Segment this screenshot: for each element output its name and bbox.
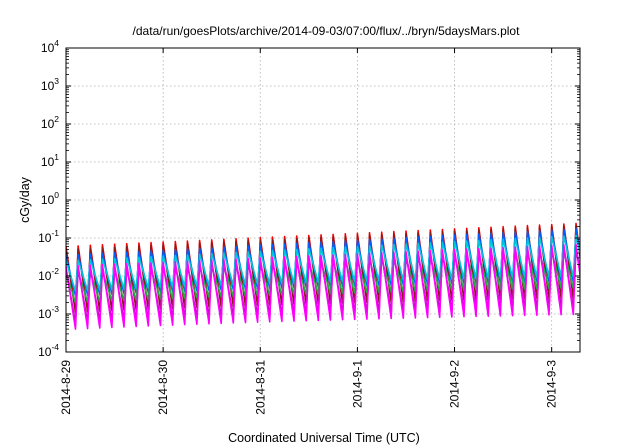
series-line-6 bbox=[66, 243, 580, 330]
y-tick-label: 10-1 bbox=[38, 228, 59, 245]
y-tick-label: 100 bbox=[41, 190, 59, 207]
y-tick-label: 102 bbox=[41, 114, 59, 131]
axes: 10-4 10-3 10-2 10-1 100 101 102 103 104 2014-8-29… bbox=[38, 38, 581, 415]
x-tick-label: 2014-8-31 bbox=[253, 360, 267, 415]
x-tick-label: 2014-9-1 bbox=[350, 360, 364, 408]
y-tick-label: 10-2 bbox=[38, 266, 59, 283]
y-tick-label: 104 bbox=[41, 38, 59, 55]
grid bbox=[66, 48, 580, 352]
x-tick-label: 2014-9-2 bbox=[448, 360, 462, 408]
series-line-3 bbox=[66, 234, 580, 292]
y-tick-label: 10-4 bbox=[38, 342, 59, 359]
x-tick-label: 2014-9-3 bbox=[545, 360, 559, 408]
y-axis-label: cGy/day bbox=[18, 176, 32, 223]
plot-frame bbox=[65, 47, 581, 353]
x-tick-label: 2014-8-29 bbox=[59, 360, 73, 415]
series-group bbox=[66, 222, 580, 330]
y-tick-label: 101 bbox=[41, 152, 59, 169]
x-axis-label: Coordinated Universal Time (UTC) bbox=[228, 431, 420, 445]
x-tick-label: 2014-8-30 bbox=[156, 360, 170, 415]
y-tick-label: 103 bbox=[41, 76, 59, 93]
chart-title: /data/run/goesPlots/archive/2014-09-03/0… bbox=[133, 24, 521, 38]
y-tick-label: 10-3 bbox=[38, 304, 59, 321]
